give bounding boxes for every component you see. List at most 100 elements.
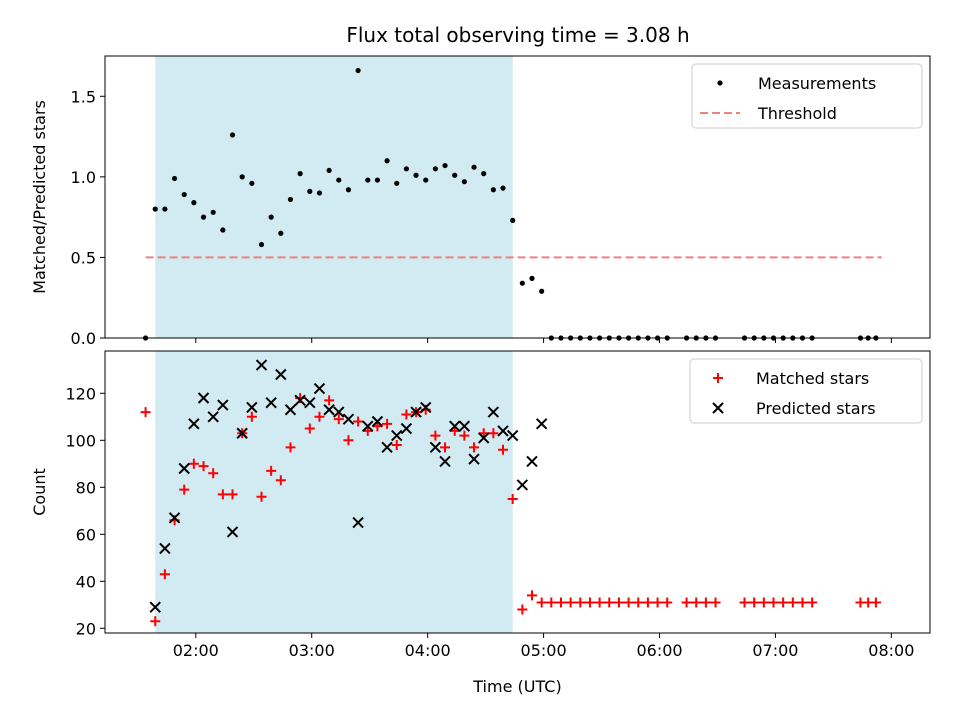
legend-label: Matched stars (756, 369, 869, 388)
matched-stars-point (285, 442, 296, 453)
measurement-point (336, 177, 342, 183)
x-tick-label: 02:00 (173, 641, 219, 660)
x-tick-label: 08:00 (868, 641, 914, 660)
predicted-stars-point (477, 432, 490, 444)
matched-stars-point (343, 435, 354, 446)
measurement-point (307, 188, 313, 194)
bottom-panel-counts: 20 40 60 80 100 120 02:00 03:00 04:00 05:00 06:00 0… (30, 350, 931, 696)
measurement-point (200, 214, 207, 220)
measurement-point (384, 158, 390, 164)
y-tick-label: 0.5 (71, 248, 96, 267)
matched-stars-point (217, 489, 228, 500)
predicted-stars-point (526, 455, 538, 468)
matched-stars-point (546, 597, 557, 608)
axes-frame (104, 350, 931, 634)
x-tick-label: 04:00 (405, 641, 451, 660)
matched-stars-point (623, 597, 634, 608)
matched-stars-point (256, 491, 267, 502)
matched-stars-point (208, 468, 219, 479)
matched-stars-point (430, 430, 441, 441)
matched-stars-point (870, 597, 881, 608)
matched-stars-point (391, 440, 402, 450)
measurement-point (432, 166, 438, 172)
measurement-point (374, 177, 381, 183)
measurement-point (394, 180, 400, 186)
measurement-point (461, 179, 467, 185)
matched-stars-point (565, 597, 576, 608)
matched-stars-point (807, 597, 818, 608)
measurement-point (278, 230, 284, 236)
measurement-point (490, 187, 496, 193)
matched-stars-point (246, 411, 257, 422)
matched-stars-point (198, 461, 209, 472)
matched-stars-point (778, 597, 789, 608)
matched-stars-point (179, 484, 190, 495)
measurement-point (229, 132, 236, 138)
legend-label: Measurements (758, 74, 876, 93)
measurement-point (539, 288, 545, 294)
y-tick-label: 60 (76, 525, 96, 544)
matched-stars-point (333, 414, 344, 425)
predicted-stars-point (391, 429, 403, 442)
matched-stars-point (768, 597, 779, 608)
predicted-stars-point (381, 441, 393, 454)
matched-stars-point (140, 407, 151, 418)
matched-stars-point (710, 597, 721, 608)
axes-frame (104, 55, 931, 339)
matched-stars-point (488, 428, 499, 439)
matched-stars-point (604, 597, 615, 608)
predicted-stars-point (506, 429, 519, 442)
matched-stars-point (150, 616, 161, 627)
predicted-stars-point (275, 368, 287, 381)
measurement-point (210, 209, 216, 215)
predicted-stars-point (236, 427, 248, 439)
predicted-stars-point (246, 401, 258, 414)
legend-label: Predicted stars (756, 399, 876, 418)
predicted-stars-point (304, 396, 316, 409)
legend: Matched stars Predicted stars (689, 358, 923, 424)
matched-stars-point (739, 597, 750, 608)
predicted-stars-point (448, 420, 461, 432)
measurement-point (326, 167, 332, 174)
matched-stars-point (507, 494, 518, 505)
measurement-point (171, 175, 178, 182)
legend-box (691, 63, 923, 129)
measurement-point (220, 227, 226, 233)
measurement-point (471, 164, 477, 170)
measurement-point (452, 172, 458, 178)
matched-stars-point (304, 423, 315, 434)
matched-stars-point (613, 597, 624, 608)
predicted-stars-point (197, 392, 210, 404)
predicted-stars-point (168, 512, 181, 524)
matched-stars-point (314, 411, 325, 422)
matched-stars-point (584, 597, 595, 608)
predicted-stars-point (333, 406, 345, 418)
y-tick-label: 120 (65, 384, 96, 403)
matched-stars-point (555, 597, 566, 608)
predicted-stars-point (313, 382, 326, 395)
matched-stars-point (227, 489, 238, 500)
predicted-stars-point (217, 399, 229, 411)
legend-marker-plus (713, 373, 723, 383)
matched-stars-point (459, 430, 470, 441)
legend-marker-x (712, 402, 724, 414)
observing-interval-shade (155, 351, 513, 633)
top-panel-ratio: 0.0 0.5 1.0 1.5 Matched/Predicted stars Measu… (30, 55, 931, 348)
matched-stars-point (517, 604, 528, 615)
x-tick-label: 07:00 (752, 641, 798, 660)
y-tick-label: 80 (76, 478, 96, 497)
y-axis-label: Matched/Predicted stars (30, 100, 49, 294)
matched-stars-point (652, 597, 663, 608)
matched-stars-point (787, 597, 798, 608)
x-axis-label: Time (UTC) (472, 677, 561, 696)
predicted-stars-point (226, 526, 239, 538)
measurement-point (345, 187, 352, 193)
matched-stars-point (275, 475, 286, 486)
predicted-stars-point (255, 359, 268, 371)
matched-stars-point (642, 597, 653, 608)
predicted-stars-point (439, 455, 451, 468)
matched-stars-point (633, 597, 644, 608)
predicted-stars-point (458, 420, 471, 432)
predicted-stars-point (468, 453, 480, 465)
